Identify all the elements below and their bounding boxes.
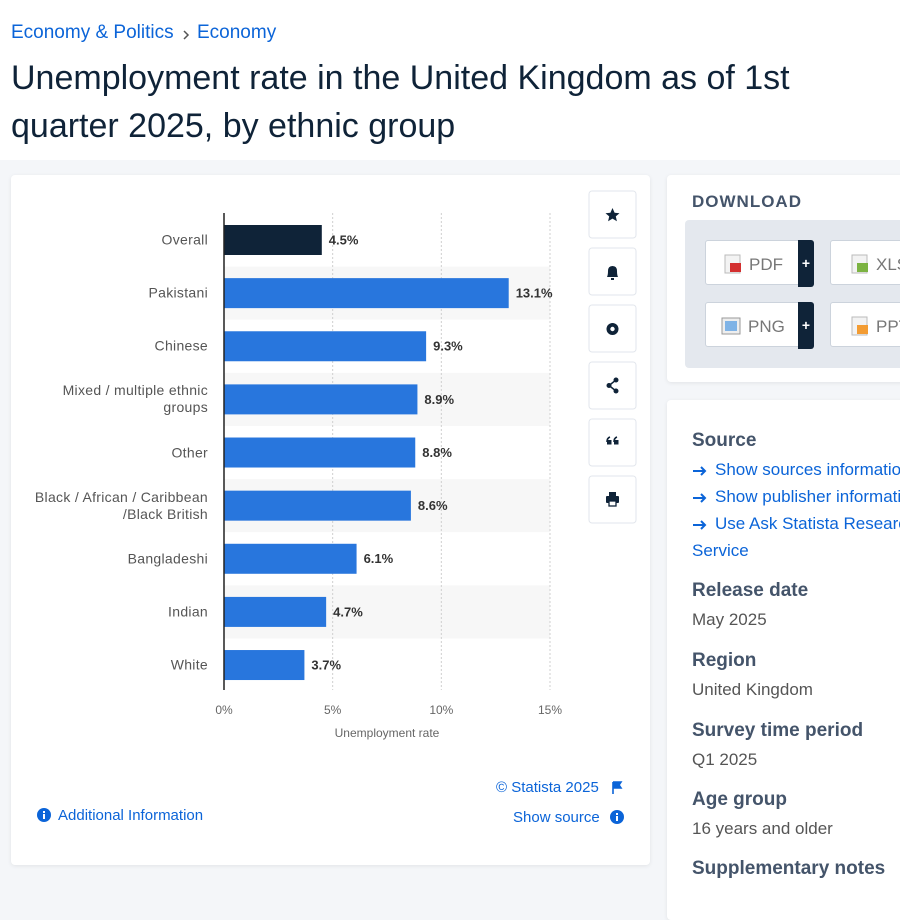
bar <box>224 278 509 309</box>
fade <box>667 878 900 900</box>
breadcrumb-link[interactable]: Economy & Politics <box>11 22 174 43</box>
ppt-icon <box>851 316 868 336</box>
data-label: 9.3% <box>433 339 463 354</box>
header <box>0 0 900 160</box>
bar <box>224 596 327 627</box>
data-label: 6.1% <box>364 551 394 566</box>
breadcrumb-link[interactable]: Economy <box>197 22 277 43</box>
toolbar <box>588 190 637 524</box>
arrow-icon <box>693 493 707 503</box>
data-label: 4.5% <box>329 232 359 247</box>
cite-button[interactable] <box>588 418 637 467</box>
data-label: 4.7% <box>333 604 363 619</box>
details-card <box>667 400 900 920</box>
x-tick-label: 5% <box>324 703 342 717</box>
y-tick-label: Black / African / Caribbean /Black Briti… <box>34 488 208 522</box>
y-tick-label: Mixed / multiple ethnic groups <box>62 382 208 416</box>
more-button[interactable]: + <box>798 302 814 349</box>
data-label: 13.1% <box>516 286 553 301</box>
additional-info-link[interactable]: Additional Information <box>58 807 204 824</box>
detail-value: United Kingdom <box>692 680 813 699</box>
button-label: XLS <box>876 255 900 274</box>
bar <box>224 437 416 468</box>
copyright-link[interactable]: © Statista 2025 <box>496 779 599 796</box>
pdf-icon <box>724 254 741 274</box>
bar <box>224 490 411 521</box>
y-tick-label: White <box>170 656 208 673</box>
x-axis-title: Unemployment rate <box>335 726 440 740</box>
data-label: 8.8% <box>422 445 452 460</box>
data-label: 8.6% <box>418 498 448 513</box>
star-icon <box>605 208 620 222</box>
download-heading: DOWNLOAD <box>692 192 802 211</box>
y-tick-label: Chinese <box>154 337 208 354</box>
detail-label: Age group <box>692 789 787 810</box>
quote-icon <box>606 436 619 445</box>
share-button[interactable] <box>588 361 637 410</box>
detail-label: Region <box>692 650 757 671</box>
button-label: PDF <box>749 255 783 274</box>
chart: 0% 5% 10% 15% Unemployment rate 4.5% 13.1% 9.3%… <box>215 213 562 740</box>
bar <box>224 331 427 362</box>
xls-button[interactable] <box>830 240 900 285</box>
button-label: PPT <box>876 317 900 336</box>
info-icon <box>610 810 624 824</box>
source-link[interactable]: Show sources information <box>715 460 900 479</box>
bar <box>224 650 305 681</box>
y-tick-label: Pakistani <box>148 284 208 301</box>
section-heading: Supplementary notes <box>692 858 886 879</box>
breadcrumb-separator <box>183 30 190 40</box>
x-tick-label: 10% <box>429 703 453 717</box>
data-label: 3.7% <box>311 657 341 672</box>
bar <box>224 543 357 574</box>
detail-value: Q1 2025 <box>692 750 758 769</box>
y-tick-label: Bangladeshi <box>127 550 208 567</box>
show-source-link[interactable]: Show source <box>513 809 600 826</box>
detail-label: Release date <box>692 580 809 601</box>
source-heading: Source <box>692 430 757 451</box>
more-button[interactable]: + <box>798 240 814 287</box>
bar <box>224 225 322 255</box>
detail-label: Survey time period <box>692 720 864 741</box>
print-icon <box>606 492 619 507</box>
source-link[interactable]: Use Ask Statista Research Service <box>692 514 900 560</box>
page-title: Unemployment rate in the United Kingdom … <box>11 59 790 145</box>
y-tick-label: Other <box>171 444 208 461</box>
x-tick-label: 15% <box>538 703 562 717</box>
y-tick-label: Indian <box>168 603 208 620</box>
arrow-icon <box>693 466 707 476</box>
data-label: 8.9% <box>424 392 454 407</box>
arrow-icon <box>693 520 707 530</box>
bar <box>224 384 418 415</box>
detail-value: 16 years and older <box>692 819 833 838</box>
detail-value: May 2025 <box>692 610 767 629</box>
flag-icon <box>612 781 623 794</box>
x-tick-label: 0% <box>215 703 233 717</box>
button-label: PNG <box>748 317 785 336</box>
xls-icon <box>851 254 868 274</box>
pdf-button[interactable] <box>705 240 805 285</box>
y-tick-label: Overall <box>161 231 208 248</box>
png-icon <box>721 317 741 335</box>
info-icon <box>37 808 51 822</box>
source-link[interactable]: Show publisher information <box>715 487 900 506</box>
share-icon <box>606 377 619 394</box>
bell-icon <box>607 266 618 280</box>
